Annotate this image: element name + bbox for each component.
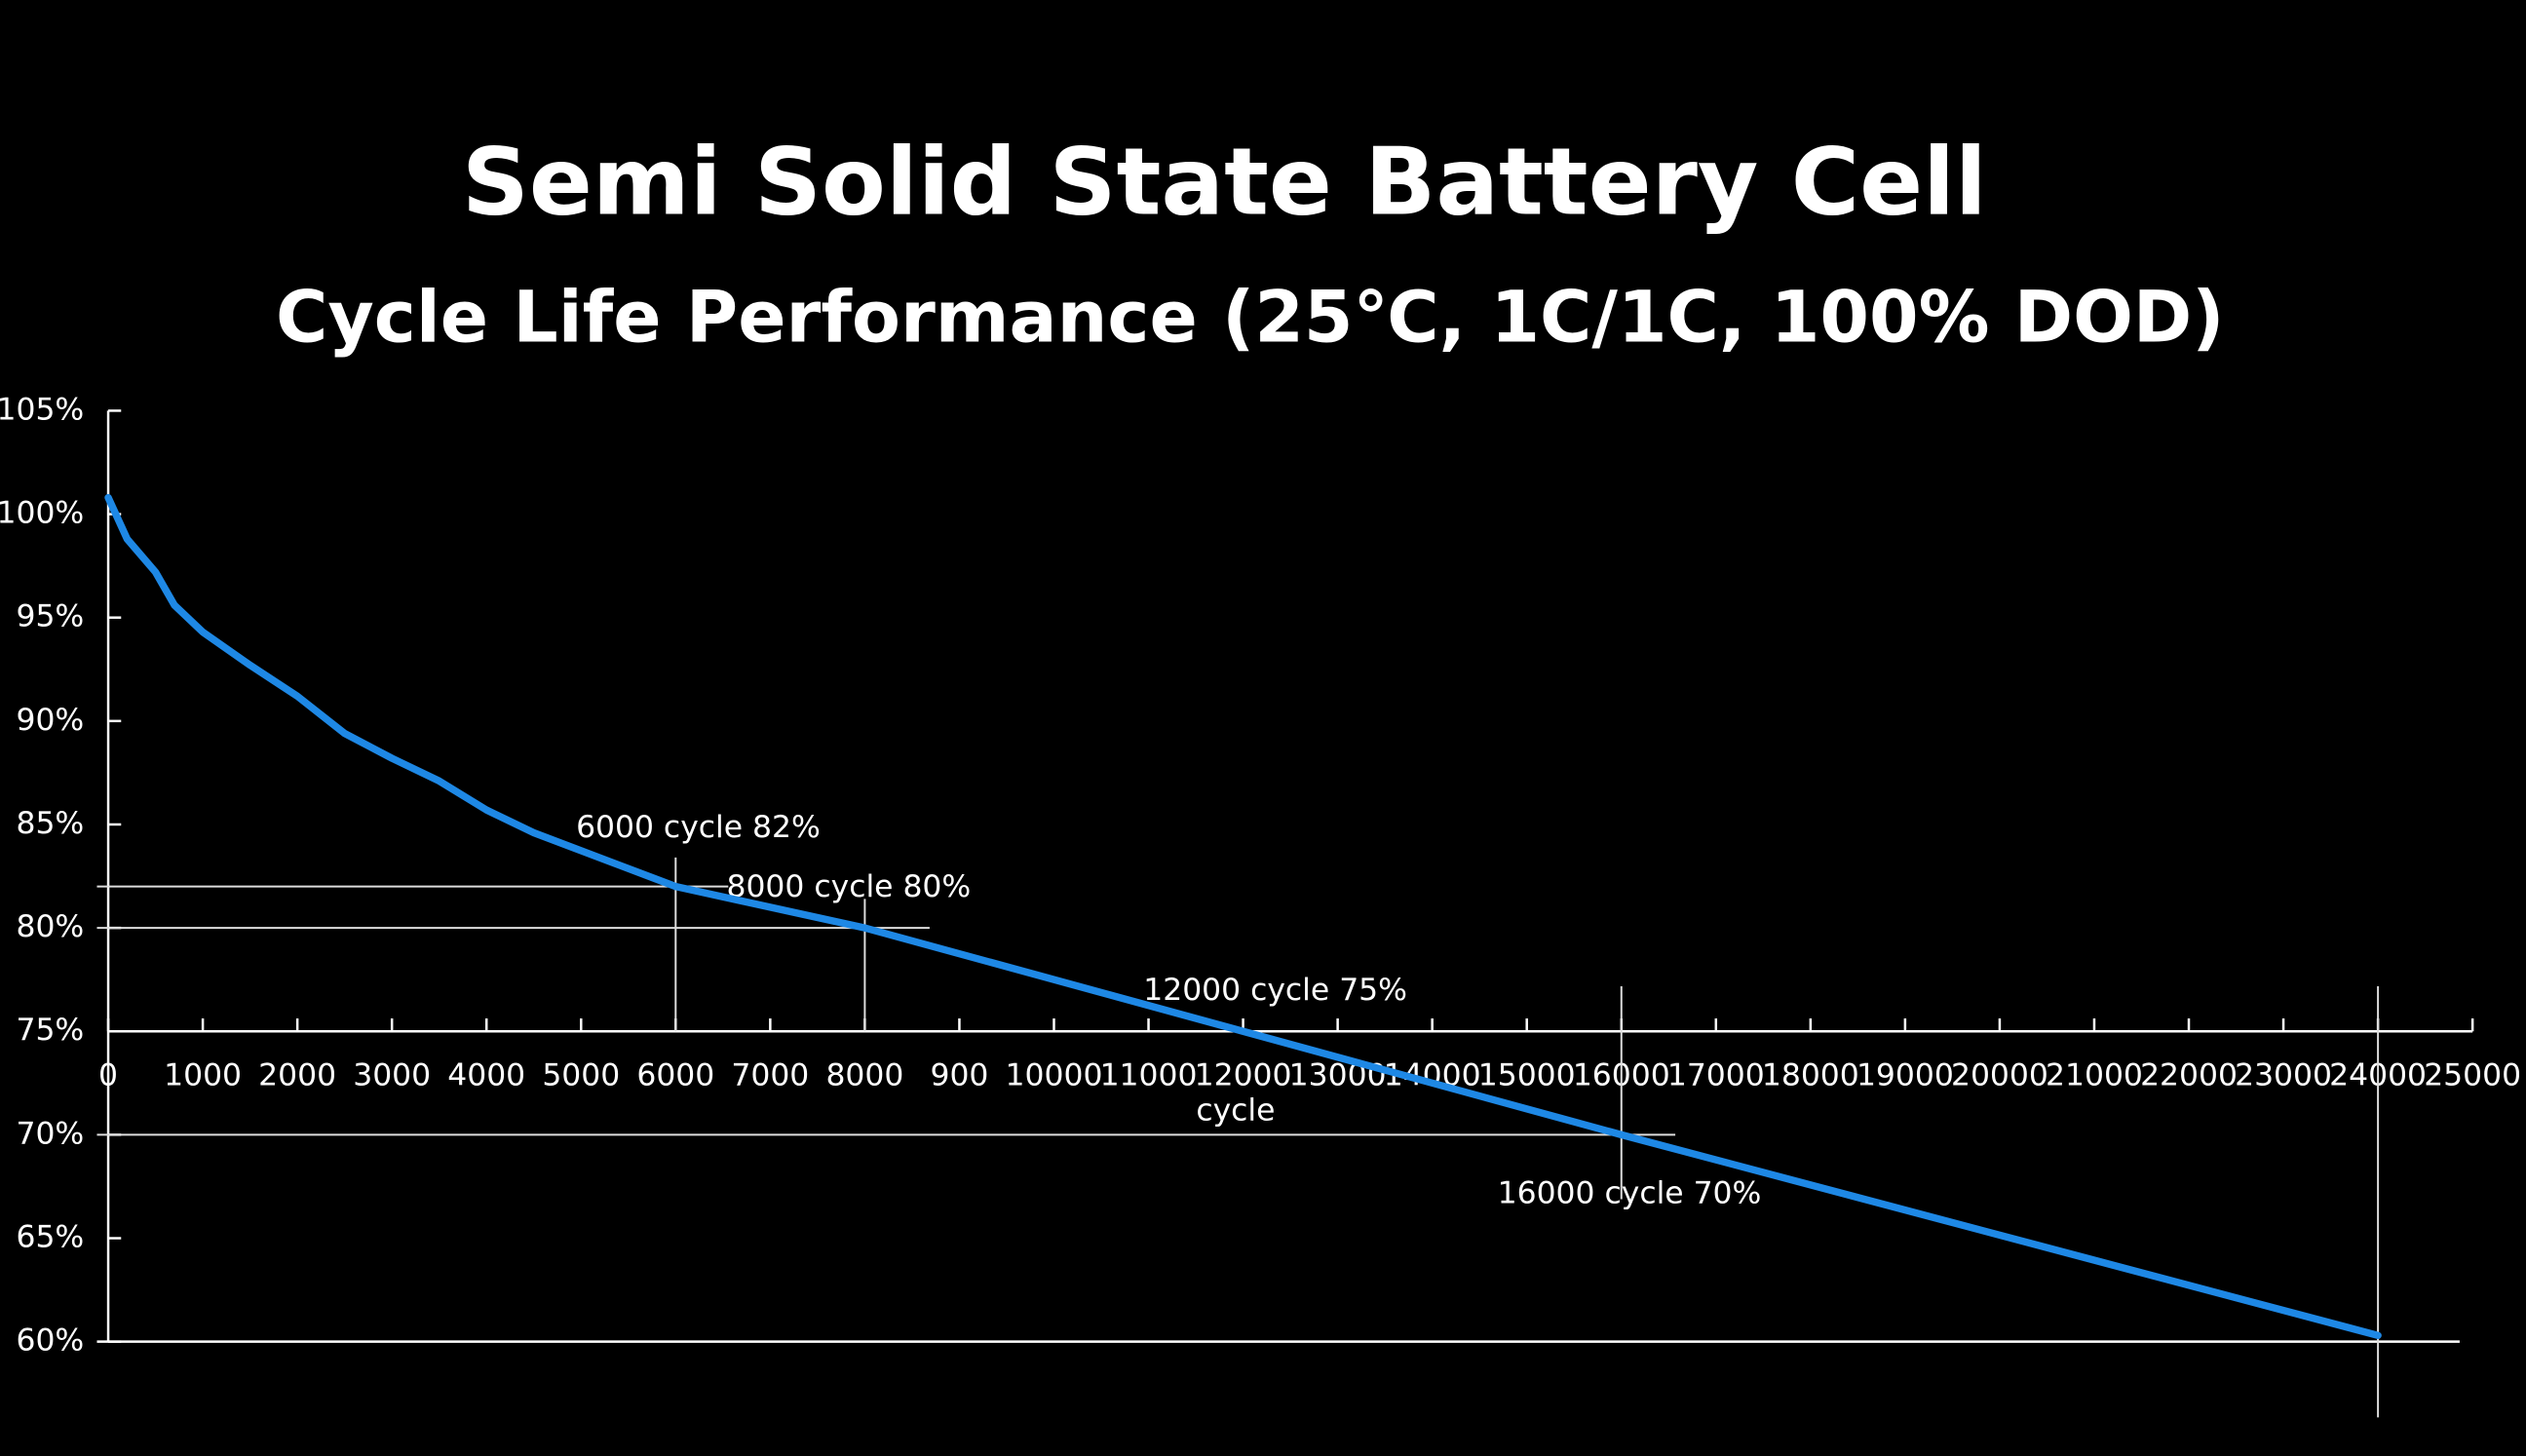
y-tick-label: 85% [16, 806, 84, 841]
y-tick-label: 80% [16, 909, 84, 944]
x-tick-label: 1000 [164, 1058, 242, 1093]
x-tick-label: 3000 [353, 1058, 431, 1093]
y-tick-label: 70% [16, 1116, 84, 1151]
y-tick-label: 65% [16, 1220, 84, 1255]
chart-subtitle: Cycle Life Performance (25℃, 1C/1C, 100%… [276, 278, 2224, 360]
y-tick-label: 60% [16, 1323, 84, 1359]
x-tick-label: 8000 [825, 1058, 903, 1093]
y-tick-label: 105% [0, 392, 84, 427]
x-tick-label: 4000 [447, 1058, 525, 1093]
x-tick-label: 20000 [1951, 1058, 2048, 1093]
x-tick-label: 18000 [1762, 1058, 1859, 1093]
y-tick-label: 90% [16, 703, 84, 738]
y-tick-label: 95% [16, 599, 84, 634]
x-tick-label: 7000 [731, 1058, 809, 1093]
y-tick-label: 75% [16, 1013, 84, 1048]
annotation: 6000 cycle 82% [576, 810, 821, 845]
x-tick-label: 21000 [2046, 1058, 2143, 1093]
annotation: 12000 cycle 75% [1143, 973, 1407, 1008]
x-tick-label: 19000 [1856, 1058, 1954, 1093]
x-tick-label: 22000 [2140, 1058, 2238, 1093]
data-line [104, 493, 2382, 1340]
x-tick-label: 11000 [1100, 1058, 1198, 1093]
chart-title: Semi Solid State Battery Cell [462, 128, 1987, 237]
x-tick-label: 0 [98, 1058, 118, 1093]
x-tick-label: 10000 [1006, 1058, 1103, 1093]
x-axis-title: cycle [1196, 1092, 1275, 1128]
annotation: 16000 cycle 70% [1498, 1176, 1762, 1211]
annotation: 8000 cycle 80% [726, 869, 971, 904]
x-tick-label: 2000 [258, 1058, 336, 1093]
x-tick-label: 17000 [1667, 1058, 1765, 1093]
x-tick-label: 6000 [636, 1058, 714, 1093]
x-tick-label: 5000 [542, 1058, 620, 1093]
x-tick-label: 12000 [1195, 1058, 1292, 1093]
x-tick-label: 900 [930, 1058, 988, 1093]
x-tick-label: 23000 [2235, 1058, 2332, 1093]
x-tick-label: 15000 [1478, 1058, 1576, 1093]
x-tick-label: 25000 [2424, 1058, 2521, 1093]
y-tick-label: 100% [0, 496, 84, 531]
